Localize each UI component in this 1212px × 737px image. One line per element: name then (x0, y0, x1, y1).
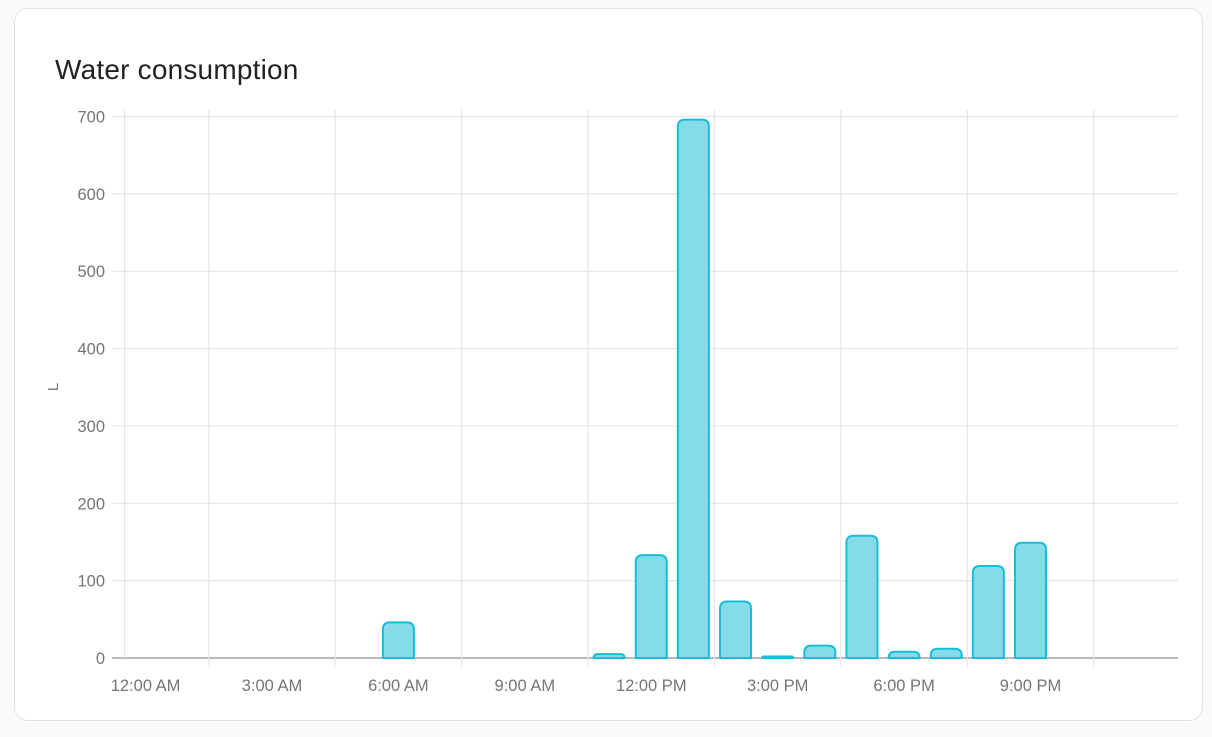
bar-hour-15[interactable] (761, 655, 795, 659)
bar-hour-6[interactable] (381, 621, 415, 659)
x-tick-label-6: 6:00 PM (873, 677, 934, 695)
bar-hour-17[interactable] (845, 534, 879, 659)
bar-hour-18[interactable] (887, 650, 921, 659)
x-tick-label-2: 6:00 AM (368, 677, 429, 695)
x-tick-label-4: 12:00 PM (616, 677, 687, 695)
x-tick-label-7: 9:00 PM (1000, 677, 1061, 695)
bar-hour-14[interactable] (719, 600, 753, 659)
bar-hour-21[interactable] (1014, 541, 1048, 659)
x-tick-label-3: 9:00 AM (495, 677, 556, 695)
x-tick-label-1: 3:00 AM (242, 677, 303, 695)
x-tick-label-5: 3:00 PM (747, 677, 808, 695)
y-tick-label-300: 300 (77, 418, 105, 436)
bar-hour-12[interactable] (634, 554, 668, 659)
y-tick-label-600: 600 (77, 186, 105, 204)
y-tick-label-0: 0 (96, 650, 105, 668)
y-tick-label-200: 200 (77, 495, 105, 513)
y-tick-label-400: 400 (77, 341, 105, 359)
card-title: Water consumption (55, 54, 299, 85)
x-tick-label-0: 12:00 AM (111, 677, 181, 695)
bar-hour-13[interactable] (676, 118, 710, 659)
y-tick-label-700: 700 (77, 109, 105, 127)
water-consumption-card: Water consumption (14, 8, 1203, 721)
y-tick-label-100: 100 (77, 573, 105, 591)
bar-hour-20[interactable] (971, 564, 1005, 659)
bar-hour-19[interactable] (929, 647, 963, 659)
y-tick-label-500: 500 (77, 263, 105, 281)
bar-hour-16[interactable] (803, 644, 837, 659)
bar-hour-11[interactable] (592, 653, 626, 659)
y-axis-title: L (45, 383, 62, 391)
